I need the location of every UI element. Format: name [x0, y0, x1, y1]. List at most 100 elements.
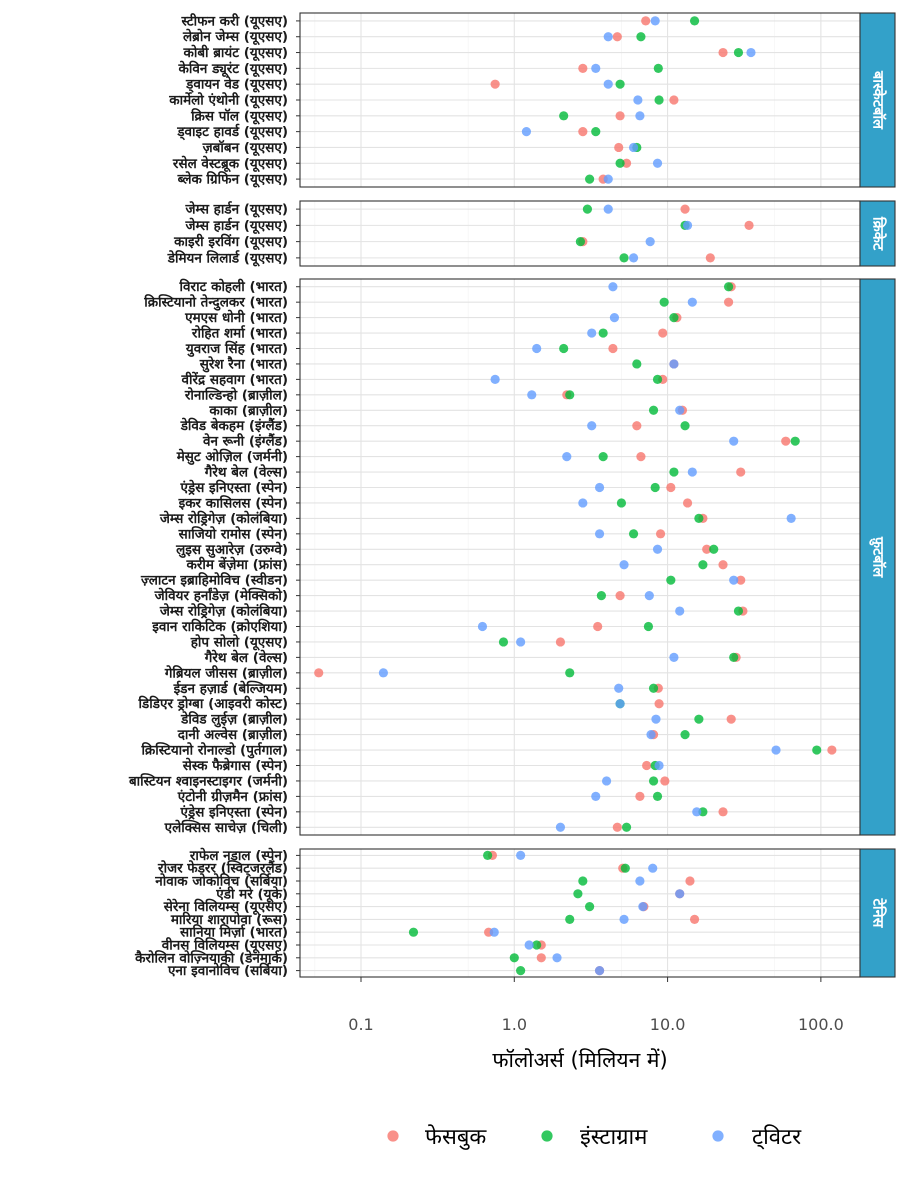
panel-bg-tennis: [300, 849, 860, 977]
data-point: [654, 760, 664, 771]
data-point: [718, 807, 728, 817]
legend-key: [541, 1130, 553, 1142]
data-point: [585, 902, 595, 912]
y-tick-label: वीनस विलियम्स (यूएसए): [161, 937, 288, 955]
legend-key: [712, 1130, 724, 1142]
data-point: [827, 745, 837, 755]
data-point: [790, 436, 800, 446]
data-point: [616, 498, 627, 508]
data-point: [609, 313, 620, 323]
y-tick-label: सेरेना विलियम्स (यूएसए): [163, 898, 288, 916]
y-tick-label: सुरेश रैना (भारत): [199, 355, 288, 372]
data-point: [565, 390, 575, 400]
y-tick-label: एंड्रेस इनिएस्ता (स्पेन): [180, 479, 289, 496]
data-point: [726, 714, 736, 724]
data-point: [591, 791, 601, 801]
data-point: [598, 328, 608, 338]
data-point: [669, 652, 679, 662]
data-point: [669, 95, 679, 105]
data-point: [650, 16, 660, 26]
data-point: [615, 111, 625, 121]
y-tick-label: ज़बॉबन (यूएसए): [202, 139, 288, 157]
y-tick-label: सानिया मिर्ज़ा (भारत): [179, 924, 288, 941]
data-point: [498, 637, 509, 647]
data-point: [698, 560, 708, 570]
y-tick-label: एना इवानोविच (सर्बिया): [167, 962, 288, 979]
data-point: [509, 953, 519, 963]
data-point: [733, 606, 744, 616]
data-point: [608, 282, 618, 292]
data-point: [723, 297, 734, 307]
data-point: [689, 914, 700, 925]
data-point: [555, 637, 566, 647]
data-point: [603, 204, 613, 214]
y-tick-label: सेस्क फैब्रेगास (स्पेन): [182, 757, 288, 774]
data-point: [729, 436, 739, 446]
y-tick-label: ब्लेक ग्रिफिन (यूएसए): [177, 171, 288, 189]
y-tick-label: डेविड लुईज़ (ब्राज़ील): [180, 711, 288, 728]
data-point: [621, 158, 632, 168]
y-tick-label: बास्टियन श्वाइनस्टाइगर (जर्मनी): [128, 772, 288, 789]
y-tick-label: रोजर फेडरर (स्विट्जरलैंड): [157, 860, 288, 877]
data-point: [483, 850, 493, 861]
y-tick-label: एमएस धोनी (भारत): [184, 309, 288, 326]
data-point: [666, 482, 676, 493]
data-point: [559, 111, 569, 121]
data-point: [654, 95, 664, 105]
panel-bg-football: [300, 279, 860, 835]
data-point: [596, 591, 606, 601]
y-tick-label: गैरेथ बेल (वेल्स): [204, 649, 288, 666]
y-tick-label: ज़्लाटन इब्राहिमोविच (स्वीडन): [140, 572, 288, 589]
y-tick-label: काका (ब्राज़ील): [208, 402, 288, 419]
y-tick-label: जेवियर हर्नांडेज़ (मेक्सिको): [154, 587, 288, 604]
data-point: [642, 760, 652, 771]
data-point: [532, 343, 542, 354]
y-tick-label: क्रिस्टियानो तेन्दुलकर (भारत): [143, 294, 288, 312]
facet-label-cricket: क्रिकेट: [870, 216, 888, 251]
data-point: [603, 79, 613, 89]
data-point: [709, 544, 719, 554]
data-point: [615, 591, 625, 601]
y-tick-label: कार्मेलो एंथोनी (यूएसए): [168, 92, 288, 110]
x-tick-label: 100.0: [798, 1015, 844, 1034]
data-point: [527, 390, 537, 400]
data-point: [632, 421, 642, 431]
y-tick-label: रोनाल्डिन्हो (ब्राज़ील): [184, 386, 288, 403]
data-point: [659, 297, 669, 307]
y-tick-label: लुइस सुआरेज़ (उरुग्वे): [175, 541, 288, 558]
data-point: [408, 927, 419, 937]
x-axis-title: फॉलोअर्स (मिलियन में): [492, 1048, 667, 1072]
data-point: [638, 902, 648, 912]
data-point: [489, 927, 499, 937]
data-point: [614, 142, 624, 153]
y-tick-label: मेसुट ओज़िल (जर्मनी): [176, 448, 288, 465]
data-point: [645, 237, 655, 247]
data-point: [532, 940, 542, 950]
data-point: [619, 914, 629, 925]
data-point: [687, 297, 697, 307]
data-point: [632, 359, 642, 369]
data-point: [658, 328, 668, 338]
y-tick-label: साजियो रामोस (स्पेन): [178, 525, 288, 542]
data-point: [680, 421, 690, 431]
data-point: [524, 940, 534, 950]
facet-strip-tennis: [859, 848, 896, 978]
data-point: [559, 343, 569, 354]
data-point: [591, 127, 601, 137]
data-point: [582, 204, 593, 214]
y-tick-label: क्रिस्टियानो रोनाल्डो (पुर्तगाल): [140, 742, 288, 759]
data-point: [490, 79, 500, 89]
data-point: [633, 95, 643, 105]
data-point: [786, 513, 796, 523]
data-point: [516, 850, 526, 861]
data-point: [694, 513, 704, 523]
data-point: [603, 32, 613, 42]
panel-bg-cricket: [300, 201, 860, 266]
data-point: [516, 637, 526, 647]
data-point: [591, 63, 601, 73]
y-tick-label: क्रिस पॉल (यूएसए): [190, 107, 288, 125]
y-tick-label: वीरेंद्र सहवाग (भारत): [180, 371, 288, 388]
data-point: [619, 253, 629, 263]
y-tick-label: वेन रूनी (इंग्लैंड): [202, 433, 288, 450]
